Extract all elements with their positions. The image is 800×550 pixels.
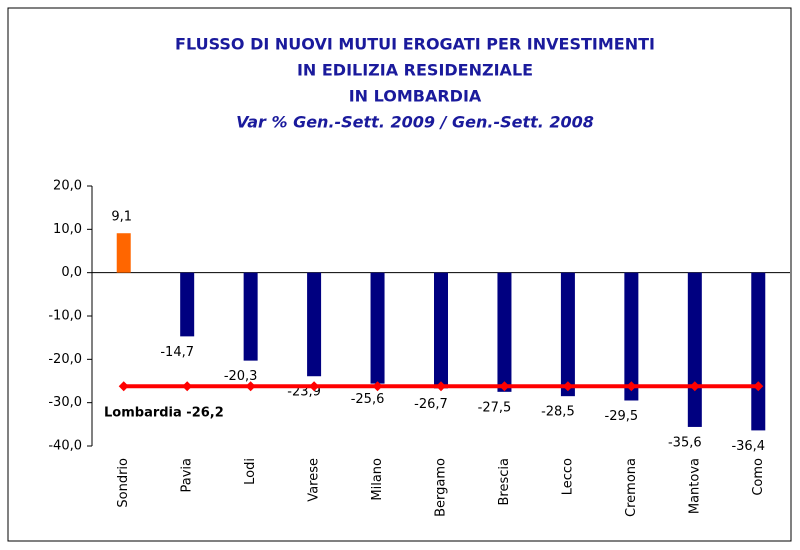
chart-title: IN LOMBARDIA <box>349 87 482 106</box>
value-label: -35,6 <box>668 435 702 450</box>
reference-marker <box>499 381 510 392</box>
value-label: -27,5 <box>478 400 512 415</box>
y-tick-label: -10,0 <box>48 309 82 324</box>
value-label: -36,4 <box>731 439 765 454</box>
value-label: -26,7 <box>414 397 448 412</box>
bar <box>307 272 322 377</box>
x-tick-label: Milano <box>370 458 385 501</box>
chart-subtitle: Var % Gen.-Sett. 2009 / Gen.-Sett. 2008 <box>236 113 594 132</box>
y-tick-label: 20,0 <box>53 179 82 194</box>
x-tick-label: Pavia <box>180 458 195 493</box>
bar <box>497 272 512 392</box>
x-tick-label: Lodi <box>243 458 258 485</box>
x-tick-label: Como <box>751 458 766 496</box>
x-tick-label: Mantova <box>687 458 702 514</box>
y-tick-label: -40,0 <box>48 439 82 454</box>
reference-marker <box>182 381 193 392</box>
reference-marker <box>118 381 129 392</box>
reference-marker <box>245 381 256 392</box>
reference-marker <box>753 381 764 392</box>
bar <box>243 272 258 361</box>
value-label: -14,7 <box>160 345 194 360</box>
y-tick-label: 10,0 <box>53 222 82 237</box>
chart-title: FLUSSO DI NUOVI MUTUI EROGATI PER INVEST… <box>175 35 655 54</box>
value-label: -28,5 <box>541 405 575 420</box>
bar <box>180 272 195 337</box>
x-tick-label: Lecco <box>560 458 575 495</box>
bar <box>370 272 385 384</box>
x-tick-label: Brescia <box>497 458 512 505</box>
value-label: 9,1 <box>111 210 132 225</box>
value-label: -25,6 <box>351 392 385 407</box>
bar <box>434 272 448 389</box>
reference-label: Lombardia -26,2 <box>104 406 224 421</box>
y-tick-label: -20,0 <box>48 352 82 367</box>
x-tick-label: Bergamo <box>434 458 449 517</box>
bar <box>751 272 766 431</box>
x-tick-label: Varese <box>307 458 322 502</box>
reference-marker <box>372 381 383 392</box>
chart-title: IN EDILIZIA RESIDENZIALE <box>297 61 533 80</box>
y-tick-label: 0,0 <box>61 265 82 280</box>
value-label: -20,3 <box>224 369 258 384</box>
bar <box>624 272 639 401</box>
bar <box>116 233 131 273</box>
value-label: -29,5 <box>605 409 639 424</box>
x-tick-label: Cremona <box>624 458 639 517</box>
reference-marker <box>562 381 573 392</box>
bar <box>560 272 575 397</box>
y-tick-label: -30,0 <box>48 395 82 410</box>
reference-marker <box>436 381 446 392</box>
chart-frame <box>7 7 792 542</box>
bar <box>687 272 702 427</box>
reference-marker <box>626 381 637 392</box>
reference-marker <box>309 381 320 392</box>
x-tick-label: Sondrio <box>116 458 131 508</box>
reference-marker <box>689 381 700 392</box>
